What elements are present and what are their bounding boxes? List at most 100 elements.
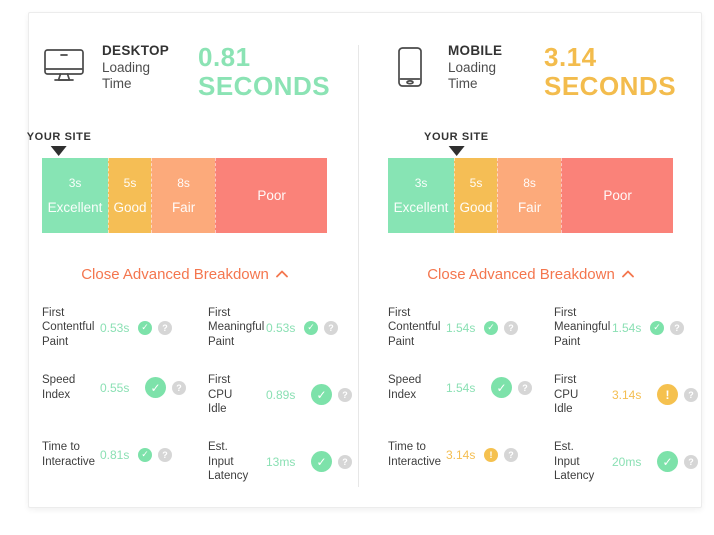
metric-first-meaningful-paint: First Meaningful Paint 1.54s ✓ ? — [554, 306, 698, 349]
metric-label: Est. Input Latency — [554, 441, 595, 482]
metric-speed-index: Speed Index 0.55s ✓ ? — [42, 373, 208, 402]
question-icon[interactable]: ? — [670, 320, 684, 335]
check-icon: ✓ — [138, 447, 152, 462]
metric-label: First CPU Idle — [554, 374, 579, 415]
check-icon: ✓ — [311, 451, 332, 473]
check-icon: ✓ — [304, 320, 318, 335]
segment-time: 5s — [123, 176, 137, 190]
question-icon[interactable]: ? — [158, 320, 172, 335]
metric-value: 0.53s — [266, 320, 296, 335]
metric-label: First Contentful Paint — [388, 307, 441, 348]
metric-label: Est. Input Latency — [208, 441, 249, 482]
metric-time-to-interactive: Time to Interactive 0.81s ✓ ? — [42, 440, 208, 469]
segment-time: 3s — [68, 176, 82, 190]
question-icon[interactable]: ? — [684, 387, 698, 402]
time-unit: SECONDS — [544, 70, 677, 101]
metric-value: 3.14s — [612, 387, 642, 402]
device-name: DESKTOP — [102, 43, 170, 58]
device-name: MOBILE — [448, 43, 503, 58]
mobile-title-block: MOBILE Loading Time — [448, 43, 536, 92]
metric-label: First CPU Idle — [208, 374, 233, 415]
segment-excellent: 3s Excellent — [42, 158, 109, 233]
close-advanced-breakdown-toggle[interactable]: Close Advanced Breakdown — [42, 266, 327, 283]
question-icon[interactable]: ? — [338, 387, 352, 402]
desktop-metrics: First Contentful Paint 0.53s ✓ ? First M… — [42, 306, 352, 483]
desktop-title-block: DESKTOP Loading Time — [102, 43, 190, 92]
metric-value: 0.55s — [100, 380, 130, 395]
marker-arrow-icon — [448, 146, 465, 156]
metric-first-meaningful-paint: First Meaningful Paint 0.53s ✓ ? — [208, 306, 352, 349]
metric-label: First Contentful Paint — [42, 307, 95, 348]
your-site-marker: YOUR SITE — [424, 131, 489, 156]
mobile-header: MOBILE Loading Time 3.14 SECONDS — [388, 43, 676, 100]
desktop-scale: YOUR SITE 3s Excellent 5s Good 8s Fair P… — [27, 131, 327, 233]
your-site-label: YOUR SITE — [26, 131, 92, 143]
metric-label: Speed Index — [42, 374, 76, 401]
segment-time: 8s — [523, 176, 536, 190]
speed-scale-bar: 3s Excellent 5s Good 8s Fair Poor — [42, 158, 327, 233]
question-icon[interactable]: ? — [324, 320, 338, 335]
metric-first-contentful-paint: First Contentful Paint 1.54s ✓ ? — [388, 306, 554, 349]
question-icon[interactable]: ? — [172, 380, 186, 395]
device-subtitle: Loading Time — [448, 60, 497, 92]
metric-first-contentful-paint: First Contentful Paint 0.53s ✓ ? — [42, 306, 208, 349]
chevron-up-icon — [275, 270, 288, 278]
time-value: 3.14 — [544, 42, 597, 72]
metric-value: 0.53s — [100, 320, 130, 335]
segment-label: Poor — [257, 188, 286, 203]
device-subtitle: Loading Time — [102, 60, 151, 92]
speed-scale-bar: 3s Excellent 5s Good 8s Fair Poor — [388, 158, 673, 233]
your-site-marker: YOUR SITE — [27, 131, 92, 156]
segment-poor: Poor — [561, 158, 673, 233]
segment-time: 8s — [177, 176, 190, 190]
monitor-icon — [42, 46, 86, 86]
time-unit: SECONDS — [198, 70, 331, 101]
mobile-panel: MOBILE Loading Time 3.14 SECONDS YOUR SI… — [358, 13, 703, 507]
metric-est-input-latency: Est. Input Latency 13ms ✓ ? — [208, 440, 352, 483]
check-icon: ✓ — [491, 377, 512, 398]
question-icon[interactable]: ? — [684, 454, 698, 469]
check-icon: ✓ — [657, 451, 678, 473]
metric-label: Time to Interactive — [42, 441, 96, 468]
metric-label: Speed Index — [388, 374, 422, 401]
check-icon: ✓ — [311, 384, 332, 406]
question-icon[interactable]: ? — [504, 447, 518, 462]
close-advanced-breakdown-toggle[interactable]: Close Advanced Breakdown — [388, 266, 673, 283]
metric-est-input-latency: Est. Input Latency 20ms ✓ ? — [554, 440, 698, 483]
metric-speed-index: Speed Index 1.54s ✓ ? — [388, 373, 554, 402]
question-icon[interactable]: ? — [504, 320, 518, 335]
metric-value: 13ms — [266, 454, 296, 469]
desktop-header: DESKTOP Loading Time 0.81 SECONDS — [42, 43, 330, 100]
segment-label: Good — [113, 200, 147, 215]
segment-time: 5s — [469, 176, 483, 190]
speed-report-card: DESKTOP Loading Time 0.81 SECONDS YOUR S… — [27, 12, 703, 508]
time-value: 0.81 — [198, 42, 251, 72]
check-icon: ✓ — [138, 320, 152, 335]
segment-good: 5s Good — [454, 158, 497, 233]
segment-time: 3s — [414, 176, 428, 190]
segment-excellent: 3s Excellent — [388, 158, 455, 233]
toggle-label: Close Advanced Breakdown — [427, 266, 615, 283]
metric-value: 1.54s — [612, 320, 642, 335]
warning-icon: ! — [484, 447, 498, 462]
segment-label: Fair — [517, 200, 542, 215]
mobile-scale: YOUR SITE 3s Excellent 5s Good 8s Fair P… — [388, 131, 673, 233]
question-icon[interactable]: ? — [338, 454, 352, 469]
warning-icon: ! — [657, 384, 678, 406]
desktop-loading-time: 0.81 SECONDS — [198, 43, 330, 100]
segment-good: 5s Good — [108, 158, 151, 233]
question-icon[interactable]: ? — [158, 447, 172, 462]
segment-label: Excellent — [47, 200, 103, 215]
segment-label: Good — [459, 200, 493, 215]
chevron-up-icon — [621, 270, 634, 278]
mobile-metrics: First Contentful Paint 1.54s ✓ ? First M… — [388, 306, 698, 483]
segment-poor: Poor — [215, 158, 327, 233]
metric-time-to-interactive: Time to Interactive 3.14s ! ? — [388, 440, 554, 469]
metric-label: Time to Interactive — [388, 441, 442, 468]
segment-fair: 8s Fair — [150, 158, 216, 233]
mobile-loading-time: 3.14 SECONDS — [544, 43, 676, 100]
check-icon: ✓ — [650, 320, 664, 335]
question-icon[interactable]: ? — [518, 380, 532, 395]
check-icon: ✓ — [484, 320, 498, 335]
metric-value: 0.89s — [266, 387, 296, 402]
